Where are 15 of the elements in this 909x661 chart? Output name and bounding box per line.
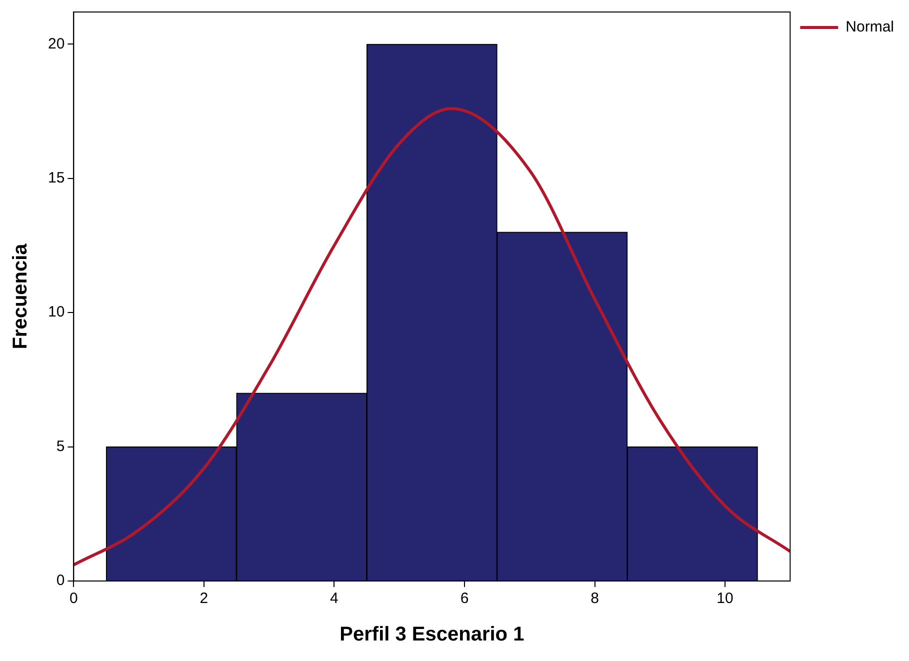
x-tick-label: 2 bbox=[200, 590, 208, 608]
y-axis-title: Frecuencia bbox=[10, 242, 32, 350]
x-tick-label: 6 bbox=[460, 590, 469, 608]
line-series bbox=[74, 107, 790, 566]
legend-label: Normal bbox=[846, 18, 894, 36]
x-tick-label: 8 bbox=[590, 590, 599, 608]
y-tick-label: 10 bbox=[48, 304, 65, 321]
y-tick-label: 20 bbox=[48, 35, 65, 52]
x-axis-title: Perfil 3 Escenario 1 bbox=[340, 624, 524, 646]
x-tick-label: 0 bbox=[70, 590, 78, 608]
x-tick-label: 10 bbox=[716, 590, 734, 608]
y-tick-label: 5 bbox=[56, 438, 65, 455]
x-tick-label: 4 bbox=[330, 590, 338, 608]
y-tick-label: 0 bbox=[56, 572, 65, 590]
y-tick-label: 15 bbox=[48, 170, 65, 187]
